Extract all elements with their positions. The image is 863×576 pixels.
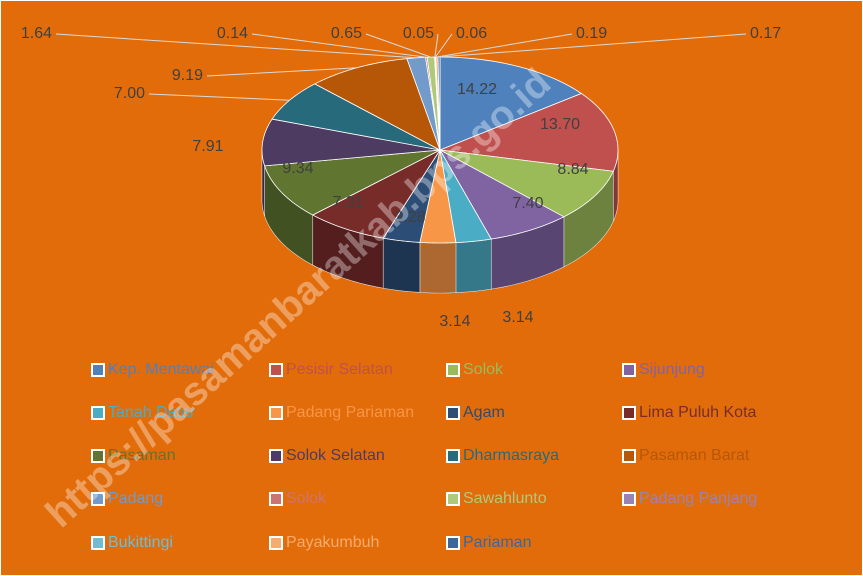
legend-swatch xyxy=(91,492,105,506)
slice xyxy=(419,149,457,244)
value-label: 7.00 xyxy=(114,85,145,102)
slice-shade xyxy=(455,239,492,293)
slice-shade xyxy=(312,215,384,289)
value-label: 3.14 xyxy=(502,309,533,326)
leader-line xyxy=(206,67,358,77)
slice xyxy=(439,93,619,172)
value-label: 13.70 xyxy=(540,116,580,133)
legend-label: Dharmasraya xyxy=(463,447,559,464)
slice xyxy=(261,118,441,167)
slice-shade xyxy=(613,150,618,222)
legend-swatch xyxy=(91,406,105,420)
legend-label: Solok Selatan xyxy=(286,447,385,464)
legend-label: Bukittingi xyxy=(108,534,173,551)
leader-line xyxy=(435,33,453,58)
value-label: 0.14 xyxy=(217,25,248,42)
legend-swatch xyxy=(269,406,283,420)
slice-shade xyxy=(383,238,420,293)
slice xyxy=(264,149,441,216)
leader-line xyxy=(438,33,747,58)
legend-swatch xyxy=(446,492,460,506)
value-label: 0.19 xyxy=(576,25,607,42)
legend-swatch xyxy=(91,449,105,463)
legend-swatch xyxy=(269,449,283,463)
legend-swatch xyxy=(91,363,105,377)
value-label: 3.14 xyxy=(439,313,470,330)
slice xyxy=(313,58,441,151)
slice-shade xyxy=(419,242,456,293)
value-label: 9.19 xyxy=(172,67,203,84)
legend-swatch xyxy=(91,536,105,550)
leader-line xyxy=(436,33,573,58)
value-label: 7.31 xyxy=(332,194,363,211)
slice xyxy=(271,83,441,151)
slice-shade xyxy=(563,171,614,267)
legend-swatch xyxy=(622,363,636,377)
slice-shade xyxy=(491,216,564,290)
slice-shade xyxy=(262,150,265,216)
legend-swatch xyxy=(446,536,460,550)
leader-line xyxy=(434,33,439,58)
legend-label: Sijunjung xyxy=(639,361,705,378)
pie xyxy=(261,56,619,294)
slice xyxy=(382,149,441,243)
legend-label: Solok xyxy=(463,361,504,378)
legend-label: Payakumbuh xyxy=(286,534,379,551)
slice xyxy=(311,148,442,239)
slice xyxy=(439,56,583,151)
value-label: 9.34 xyxy=(282,160,313,177)
value-label: 7.40 xyxy=(512,195,543,212)
legend-label: Padang Panjang xyxy=(639,490,757,507)
legend-label: Agam xyxy=(463,404,505,421)
leader-line xyxy=(55,33,417,59)
legend-label: Pesisir Selatan xyxy=(286,361,393,378)
leader-line xyxy=(148,93,290,101)
legend-swatch xyxy=(446,449,460,463)
value-label: 1.64 xyxy=(21,25,52,42)
value-label: 7.91 xyxy=(192,138,223,155)
value-label: 0.05 xyxy=(403,25,434,42)
legend-swatch xyxy=(269,536,283,550)
slice xyxy=(439,149,614,218)
value-label: 3.28 xyxy=(394,209,425,226)
legend-label: Pariaman xyxy=(463,534,531,551)
legend-label: Padang xyxy=(108,490,163,507)
legend-label: Pasaman Barat xyxy=(639,447,750,464)
legend-label: Solok xyxy=(286,490,327,507)
legend-label: Sawahlunto xyxy=(463,490,547,507)
legend: Kep. Mentawai Pesisir Selatan Solok Sijunju… xyxy=(91,361,757,551)
leader-line xyxy=(365,33,432,58)
legend-swatch xyxy=(622,449,636,463)
legend-swatch xyxy=(446,406,460,420)
slice xyxy=(438,148,565,240)
legend-label: Tanah Datar xyxy=(108,404,196,421)
legend-swatch xyxy=(269,363,283,377)
slice-shade xyxy=(264,165,313,266)
legend-swatch xyxy=(622,492,636,506)
value-labels: 14.22 13.70 8.84 7.40 3.14 3.14 3.28 7.31 9.34 7.… xyxy=(21,25,781,330)
value-label: 0.65 xyxy=(331,25,362,42)
legend-label: Lima Puluh Kota xyxy=(639,404,757,421)
legend-label: Pasaman xyxy=(108,447,176,464)
leader-line xyxy=(251,33,427,58)
value-label: 8.84 xyxy=(557,161,588,178)
legend-swatch xyxy=(269,492,283,506)
legend-swatch xyxy=(446,363,460,377)
slice xyxy=(439,149,492,244)
legend-label: Padang Pariaman xyxy=(286,404,414,421)
legend-label: Kep. Mentawai xyxy=(108,361,214,378)
value-label: 0.06 xyxy=(456,25,487,42)
value-label: 0.17 xyxy=(750,25,781,42)
legend-swatch xyxy=(622,406,636,420)
value-label: 14.22 xyxy=(457,81,497,98)
